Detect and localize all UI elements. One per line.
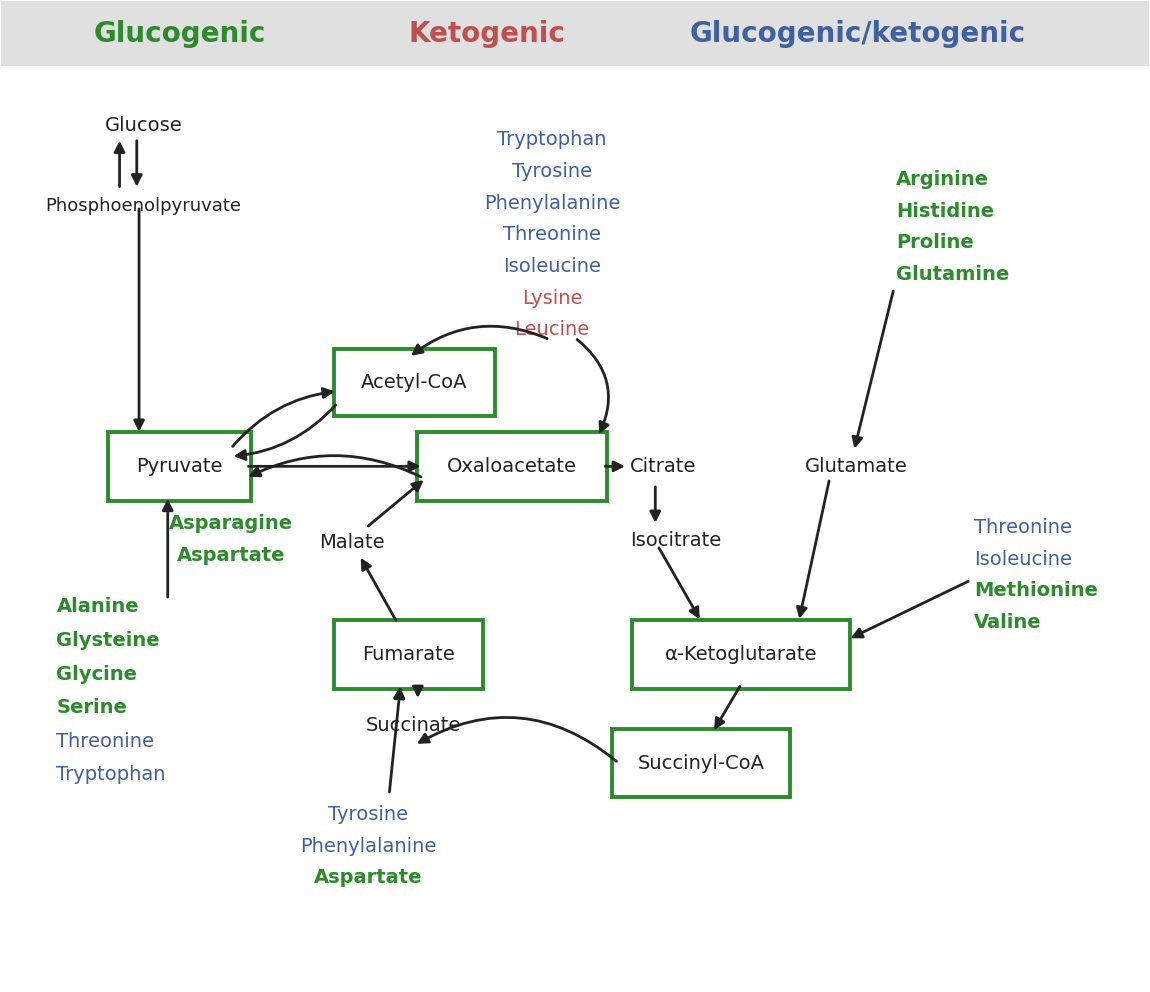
Text: Glucose: Glucose <box>105 115 183 135</box>
Text: Glucogenic: Glucogenic <box>93 20 266 48</box>
Text: Tryptophan: Tryptophan <box>497 130 607 150</box>
FancyBboxPatch shape <box>107 432 251 501</box>
FancyBboxPatch shape <box>335 348 494 416</box>
Text: Arginine: Arginine <box>896 170 989 188</box>
Text: Aspartate: Aspartate <box>177 546 285 564</box>
FancyBboxPatch shape <box>632 620 850 688</box>
Text: Succinate: Succinate <box>366 716 461 735</box>
Text: Glysteine: Glysteine <box>56 631 160 650</box>
Text: α-Ketoglutarate: α-Ketoglutarate <box>665 645 818 664</box>
Text: Tyrosine: Tyrosine <box>329 806 408 824</box>
Text: Tyrosine: Tyrosine <box>512 162 592 181</box>
Text: Phosphoenolpyruvate: Phosphoenolpyruvate <box>45 197 241 215</box>
Bar <box>1 1 1149 65</box>
FancyBboxPatch shape <box>335 620 483 688</box>
Text: Asparagine: Asparagine <box>169 514 293 533</box>
Text: Glycine: Glycine <box>56 665 138 683</box>
Text: Alanine: Alanine <box>56 597 139 616</box>
Text: Threonine: Threonine <box>974 518 1072 537</box>
Text: Isoleucine: Isoleucine <box>503 257 601 276</box>
Text: Citrate: Citrate <box>630 457 697 476</box>
Text: Glutamine: Glutamine <box>896 265 1010 284</box>
Text: Isocitrate: Isocitrate <box>630 531 721 550</box>
Text: Leucine: Leucine <box>514 320 590 339</box>
Text: Succinyl-CoA: Succinyl-CoA <box>638 754 765 773</box>
Text: Threonine: Threonine <box>503 225 601 244</box>
Text: Glutamate: Glutamate <box>805 457 907 476</box>
Text: Lysine: Lysine <box>522 289 582 308</box>
FancyBboxPatch shape <box>417 432 606 501</box>
Text: Aspartate: Aspartate <box>314 868 423 887</box>
Text: Ketogenic: Ketogenic <box>408 20 566 48</box>
Text: Fumarate: Fumarate <box>362 645 455 664</box>
Text: Histidine: Histidine <box>896 201 995 220</box>
Text: Phenylalanine: Phenylalanine <box>484 193 620 212</box>
Text: Acetyl-CoA: Acetyl-CoA <box>361 373 468 392</box>
Text: Tryptophan: Tryptophan <box>56 766 166 785</box>
Text: Phenylalanine: Phenylalanine <box>300 836 437 856</box>
Text: Malate: Malate <box>320 533 385 552</box>
Text: Proline: Proline <box>896 233 974 252</box>
Text: Methionine: Methionine <box>974 581 1098 600</box>
FancyBboxPatch shape <box>612 729 790 797</box>
Text: Oxaloacetate: Oxaloacetate <box>447 457 577 476</box>
Text: Pyruvate: Pyruvate <box>136 457 222 476</box>
Text: Isoleucine: Isoleucine <box>974 550 1072 568</box>
Text: Valine: Valine <box>974 613 1042 632</box>
Text: Threonine: Threonine <box>56 732 154 751</box>
Text: Serine: Serine <box>56 698 128 717</box>
Text: Glucogenic/ketogenic: Glucogenic/ketogenic <box>690 20 1026 48</box>
